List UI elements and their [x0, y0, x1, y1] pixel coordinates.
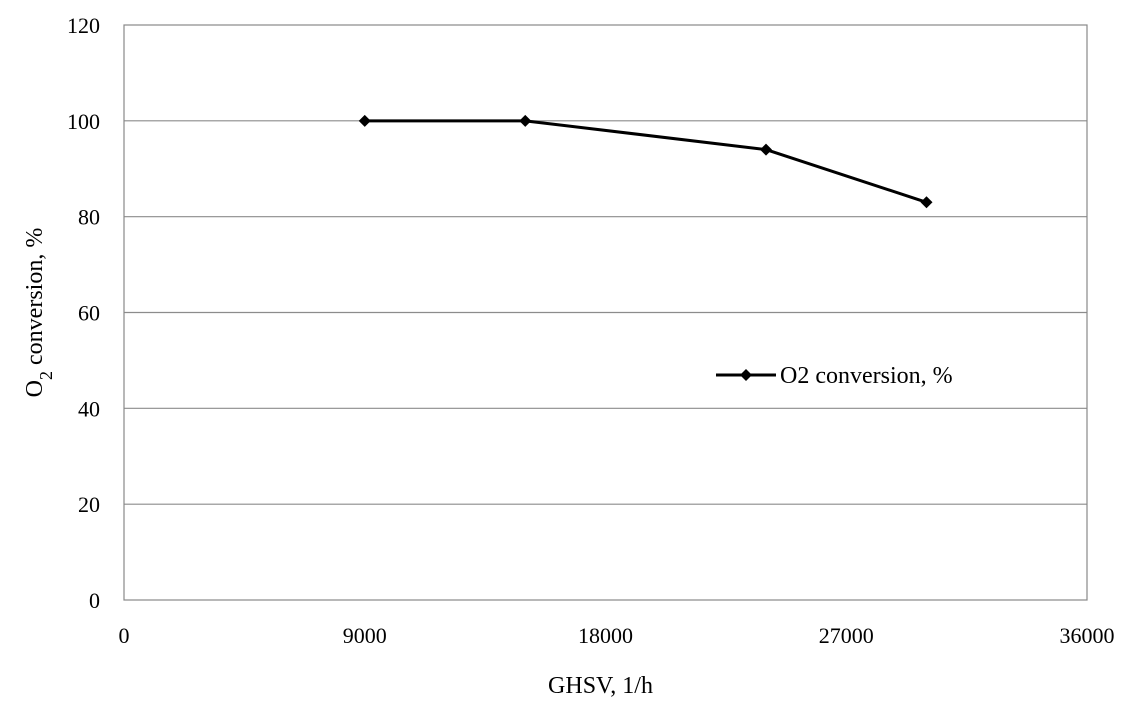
legend-diamond-marker	[740, 369, 752, 381]
y-axis-title: O2 conversion, %	[22, 228, 56, 398]
x-tick-label: 9000	[343, 623, 387, 648]
y-axis-title-subscript: 2	[36, 371, 56, 380]
x-tick-label: 0	[119, 623, 130, 648]
y-tick-label: 80	[78, 205, 100, 230]
data-point-marker	[760, 143, 772, 156]
series-line	[364, 119, 927, 204]
y-tick-label: 100	[67, 109, 100, 134]
legend: O2 conversion, %	[716, 363, 953, 389]
x-tick-label: 27000	[819, 623, 874, 648]
legend-label: O2 conversion, %	[780, 363, 953, 389]
series-layer	[358, 114, 933, 209]
data-point-marker	[358, 114, 371, 127]
x-tick-label: 36000	[1060, 623, 1115, 648]
data-point-marker	[519, 114, 532, 127]
y-tick-label: 40	[78, 396, 100, 421]
y-tick-label: 20	[78, 492, 100, 517]
plot-area-frame	[123, 24, 1088, 601]
y-axis-title-main: O	[22, 380, 48, 397]
y-axis-tick-labels: 0 20 40 60 80 100 120	[67, 13, 100, 613]
gridlines	[124, 120, 1087, 505]
y-axis-title-rest: conversion, %	[22, 228, 48, 371]
y-tick-label: 120	[67, 13, 100, 38]
data-point-marker	[920, 196, 933, 209]
y-tick-label: 60	[78, 301, 100, 326]
y-tick-label: 0	[89, 588, 100, 613]
x-axis-tick-labels: 0 9000 18000 27000 36000	[119, 623, 1115, 648]
x-tick-label: 18000	[578, 623, 633, 648]
x-axis-title: GHSV, 1/h	[548, 673, 653, 699]
